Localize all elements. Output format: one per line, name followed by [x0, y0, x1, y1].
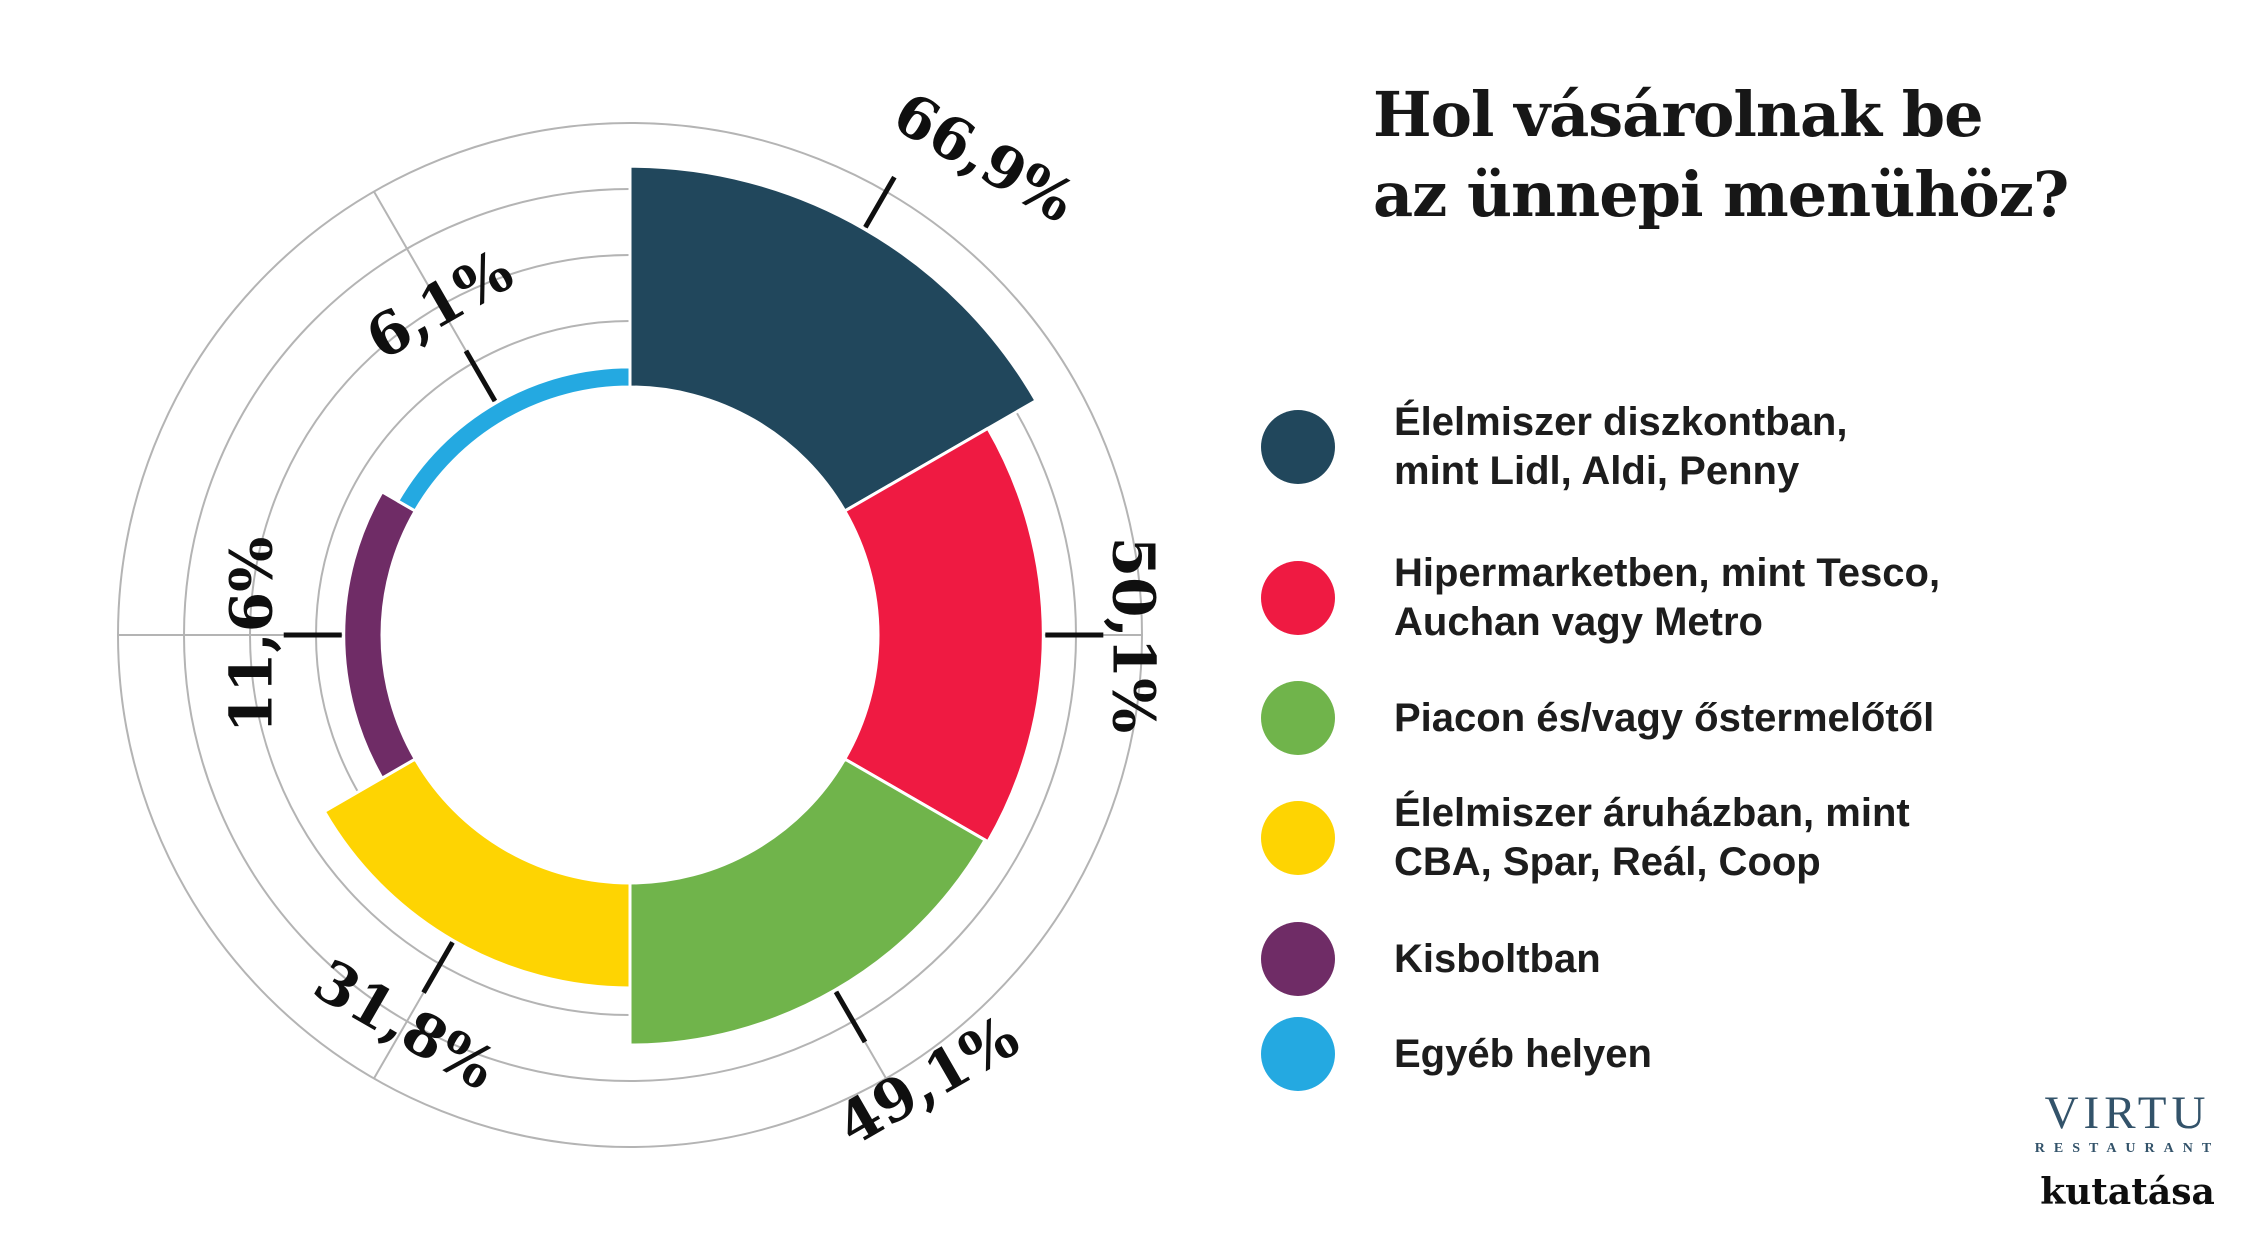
legend-color-dot	[1261, 681, 1335, 755]
legend-item-label: Élelmiszer áruházban, mint CBA, Spar, Reá…	[1394, 791, 1910, 884]
legend-color-dot	[1261, 561, 1335, 635]
legend-item-1: Hipermarketben, mint Tesco, Auchan vagy M…	[1261, 549, 1940, 647]
value-label: 50,1%	[1099, 537, 1167, 733]
polar-ring-gridline	[117, 122, 1143, 1148]
value-pointer-line	[863, 175, 897, 229]
chart-sector-4	[342, 490, 417, 780]
page-title: Hol vásárolnak be az ünnepi menühöz?	[1373, 75, 2069, 235]
brand-wordmark: VIRTU	[2044, 1087, 2211, 1139]
value-label: 66,9%	[882, 79, 1086, 236]
legend-item-label: Hipermarketben, mint Tesco, Auchan vagy M…	[1394, 551, 1941, 644]
title-line-2: az ünnepi menühöz?	[1373, 158, 2069, 231]
virtu-logo: VIRTU RESTAURANT kutatása	[2005, 1088, 2250, 1212]
legend-item-label: Kisboltban	[1394, 936, 1601, 981]
legend-color-dot	[1261, 922, 1335, 996]
chart-sector-2	[628, 757, 987, 1047]
legend-item-label: Egyéb helyen	[1394, 1031, 1652, 1076]
value-pointer-line	[463, 349, 498, 403]
legend-color-dot	[1261, 1017, 1335, 1091]
value-pointer-line	[833, 990, 868, 1044]
title-line-1: Hol vásárolnak be	[1373, 78, 1984, 151]
chart-sector-1	[843, 426, 1045, 844]
legend-item-label: Élelmiszer diszkontban, mint Lidl, Aldi, …	[1394, 400, 1848, 493]
logo-caption: kutatása	[2040, 1171, 2215, 1213]
chart-sector-5	[396, 365, 632, 513]
legend-color-dot	[1261, 410, 1335, 484]
chart-sector-3	[322, 757, 632, 990]
legend-item-5: Egyéb helyen	[1261, 1017, 1652, 1091]
chart-sector-0	[628, 164, 1038, 513]
legend-item-0: Élelmiszer diszkontban, mint Lidl, Aldi, …	[1261, 398, 1847, 496]
legend-color-dot	[1261, 801, 1335, 875]
legend-item-label: Piacon és/vagy őstermelőtől	[1394, 695, 1935, 740]
legend-item-2: Piacon és/vagy őstermelőtől	[1261, 681, 1934, 755]
legend-item-3: Élelmiszer áruházban, mint CBA, Spar, Reá…	[1261, 789, 1910, 887]
value-label: 6,1%	[355, 236, 524, 373]
value-label: 31,8%	[303, 946, 507, 1103]
brand-subtitle: RESTAURANT	[2034, 1141, 2221, 1156]
value-label: 11,6%	[218, 537, 286, 733]
legend-item-4: Kisboltban	[1261, 922, 1601, 996]
value-pointer-line	[421, 941, 455, 994]
